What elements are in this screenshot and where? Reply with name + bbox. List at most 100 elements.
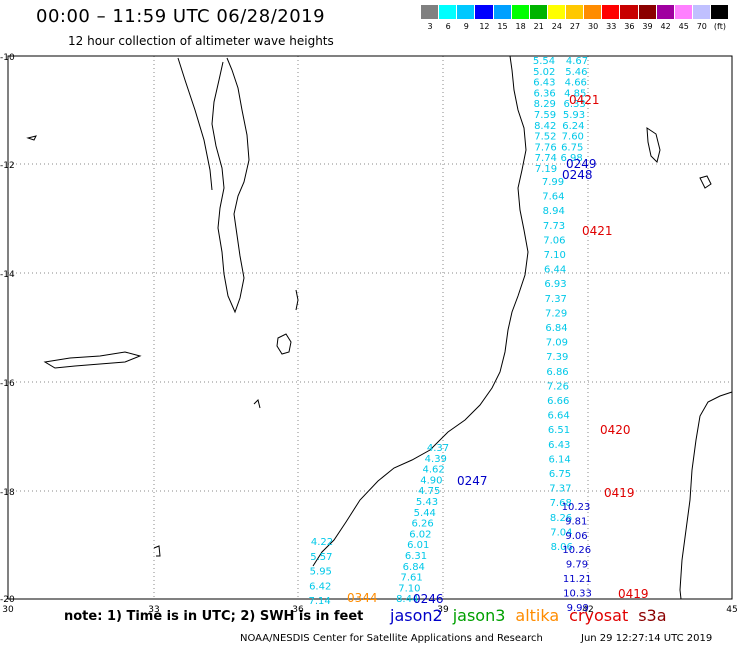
swh-value-label: 4.90 bbox=[420, 475, 442, 486]
swh-value-label: 6.84 bbox=[403, 562, 425, 573]
pass-time-label: 0248 bbox=[562, 168, 593, 182]
swh-value-label: 7.73 bbox=[543, 221, 565, 232]
swh-value-label: 4.22 bbox=[311, 537, 333, 548]
lake-malawi bbox=[211, 57, 250, 314]
swh-value-label: 9.06 bbox=[565, 531, 587, 542]
swh-value-label: 4.39 bbox=[425, 454, 447, 465]
map-frame bbox=[7, 55, 733, 600]
colorbar-swatch bbox=[475, 5, 494, 19]
lon-tick-label: 33 bbox=[148, 605, 159, 615]
lat-tick-label: -16 bbox=[0, 379, 15, 389]
map-grid bbox=[8, 56, 732, 599]
lat-tick-label: -18 bbox=[0, 488, 15, 498]
lon-tick-label: 45 bbox=[726, 605, 737, 615]
swh-value-label: 6.24 bbox=[562, 121, 584, 132]
lon-tick-label: 39 bbox=[437, 605, 449, 615]
river-zambezi bbox=[295, 289, 299, 311]
lon-tick-label: 30 bbox=[2, 605, 14, 615]
swh-value-label: 8.06 bbox=[551, 542, 573, 553]
pass-time-label: 0420 bbox=[600, 423, 631, 437]
colorbar-label: 70 bbox=[696, 22, 707, 31]
swh-value-label: 7.37 bbox=[545, 294, 567, 305]
swh-value-label: 5.57 bbox=[310, 552, 332, 563]
colorbar-label: 3 bbox=[427, 22, 433, 31]
colorbar-swatch bbox=[421, 5, 440, 19]
lon-tick-label: 42 bbox=[582, 605, 593, 615]
colorbar-swatch bbox=[620, 5, 639, 19]
swh-value-label: 5.43 bbox=[416, 497, 438, 508]
swh-value-label: 9.81 bbox=[565, 516, 587, 527]
swh-value-label: 7.06 bbox=[543, 235, 565, 246]
colorbar-label: 6 bbox=[445, 22, 451, 31]
map-subtitle: 12 hour collection of altimeter wave hei… bbox=[68, 34, 334, 48]
swh-value-label: 6.31 bbox=[405, 551, 427, 562]
colorbar-swatch bbox=[674, 5, 693, 19]
colorbar-label: 33 bbox=[606, 22, 617, 31]
comoros-island bbox=[646, 127, 661, 163]
swh-value-label: 8.26 bbox=[550, 513, 572, 524]
swh-value-label: 5.46 bbox=[565, 67, 587, 78]
mayotte-island bbox=[699, 175, 712, 189]
lake-shire-outline bbox=[177, 57, 213, 191]
lat-tick-label: -20 bbox=[0, 595, 15, 605]
swh-value-label: 8.42 bbox=[534, 121, 556, 132]
swh-value-label: 6.26 bbox=[411, 519, 433, 530]
swh-value-label: 4.67 bbox=[566, 56, 588, 67]
swh-value-label: 6.75 bbox=[561, 142, 583, 153]
small-river-mark bbox=[253, 399, 261, 409]
colorbar-labels: 3 6 9 12 15 18 21 24 27 30 33 36 39 42 45 70 (ft) bbox=[421, 22, 729, 34]
satellite-legend: jason2 jason3 altika cryosat s3a bbox=[390, 606, 677, 625]
swh-value-label: 8.29 bbox=[534, 99, 556, 110]
colorbar-swatch bbox=[439, 5, 458, 19]
swh-value-label: 7.59 bbox=[534, 110, 556, 121]
pass-time-label: 0421 bbox=[582, 224, 613, 238]
swh-value-label: 4.66 bbox=[565, 78, 587, 89]
swh-value-label: 7.04 bbox=[550, 527, 572, 538]
pass-time-label: 0344 bbox=[347, 591, 378, 605]
swh-value-label: 6.02 bbox=[409, 529, 431, 540]
colorbar-label: 30 bbox=[588, 22, 599, 31]
swh-value-label: 5.93 bbox=[563, 110, 585, 121]
map-title: 00:00 – 11:59 UTC 06/28/2019 bbox=[36, 6, 326, 27]
swh-value-label: 5.44 bbox=[414, 508, 436, 519]
swh-value-label: 6.98 bbox=[560, 153, 582, 164]
satellite-legend-item: cryosat bbox=[569, 606, 629, 625]
colorbar-swatch bbox=[547, 5, 566, 19]
colorbar-label: 24 bbox=[551, 22, 562, 31]
swh-value-label: 6.75 bbox=[549, 469, 571, 480]
swh-value-label: 10.23 bbox=[562, 502, 591, 513]
swh-value-label: 7.64 bbox=[542, 192, 564, 203]
swh-value-label: 7.37 bbox=[549, 484, 571, 495]
swh-value-label: 8.94 bbox=[543, 206, 565, 217]
swh-value-label: 7.60 bbox=[562, 132, 584, 143]
swh-value-label: 11.21 bbox=[563, 574, 592, 585]
satellite-legend-item: jason3 bbox=[452, 606, 506, 625]
swh-value-label: 6.51 bbox=[548, 425, 570, 436]
pass-time-label: 0247 bbox=[457, 474, 488, 488]
swh-value-label: 7.74 bbox=[535, 153, 557, 164]
colorbar-swatch bbox=[656, 5, 675, 19]
swh-value-label: 6.42 bbox=[309, 581, 331, 592]
swh-value-label: 4.85 bbox=[564, 88, 586, 99]
swh-value-label: 7.52 bbox=[534, 132, 556, 143]
swh-value-label: 10.33 bbox=[563, 588, 592, 599]
footer-credit: NOAA/NESDIS Center for Satellite Applica… bbox=[240, 633, 543, 644]
colorbar-label: 12 bbox=[479, 22, 490, 31]
swh-value-label: 4.62 bbox=[422, 465, 444, 476]
colorbar-swatch bbox=[692, 5, 711, 19]
shire-mark bbox=[153, 545, 161, 557]
pass-time-label: 0419 bbox=[604, 486, 635, 500]
swh-value-label: 4.37 bbox=[427, 443, 449, 454]
colorbar-swatch bbox=[638, 5, 657, 19]
colorbar-swatch bbox=[493, 5, 512, 19]
lake-cahora-bassa bbox=[43, 351, 142, 369]
latitude-tick-labels: -10 -12 -14 -16 -18 -20 bbox=[0, 53, 15, 605]
swh-value-label: 6.43 bbox=[548, 440, 570, 451]
swh-value-label: 10.26 bbox=[562, 545, 591, 556]
mozambique-coastline bbox=[312, 55, 529, 567]
colorbar-label: 42 bbox=[660, 22, 671, 31]
satellite-legend-item: altika bbox=[515, 606, 560, 625]
lake-chilwa bbox=[276, 333, 292, 355]
swh-value-label: 7.99 bbox=[542, 177, 564, 188]
